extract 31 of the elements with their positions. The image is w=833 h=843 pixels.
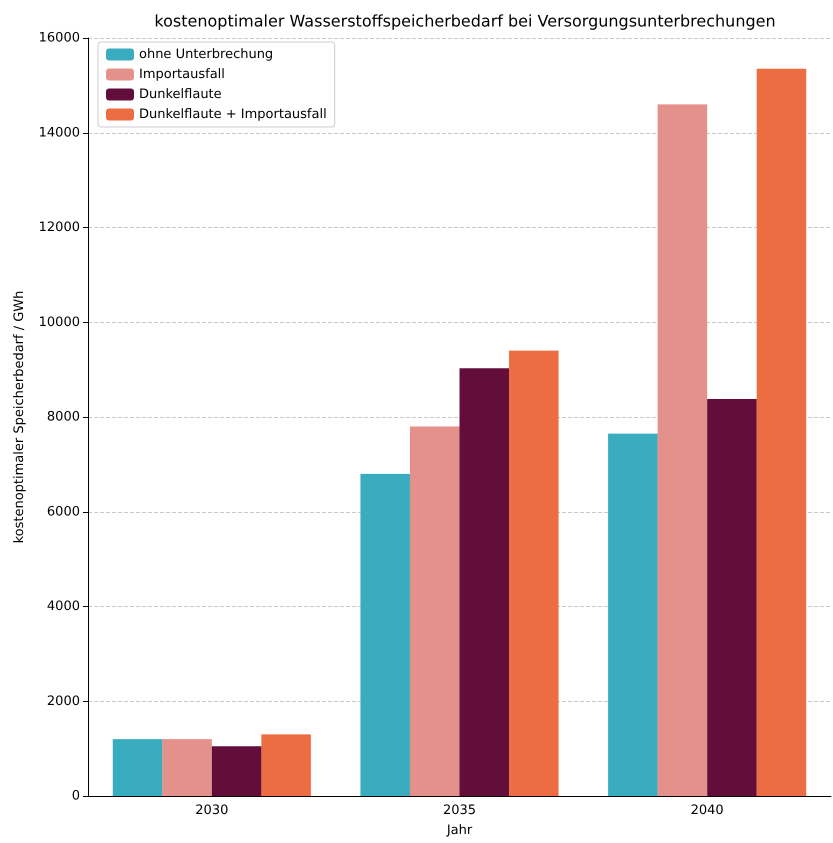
legend-label: Importausfall <box>139 67 225 82</box>
y-tick-label: 0 <box>72 788 80 804</box>
bar <box>410 426 460 796</box>
bar <box>212 746 262 796</box>
y-axis-title: kostenoptimaler Speicherbedarf / GWh <box>12 290 27 544</box>
bar <box>509 350 559 796</box>
y-tick-label: 14000 <box>38 125 80 140</box>
x-tick-label: 2035 <box>442 803 476 818</box>
bar <box>261 734 311 796</box>
y-tick-label: 6000 <box>46 504 80 520</box>
bar <box>658 104 708 796</box>
chart-title: kostenoptimaler Wasserstoffspeicherbedarf bei Versorgungsunterbrechungen <box>154 12 776 30</box>
x-axis-title: Jahr <box>446 823 473 838</box>
bar <box>707 399 757 796</box>
y-tick-label: 4000 <box>46 599 80 614</box>
bar <box>460 368 510 796</box>
y-tick-label: 12000 <box>38 220 80 235</box>
x-tick-label: 2040 <box>690 803 724 818</box>
y-tick-label: 8000 <box>46 410 80 424</box>
legend-label: Dunkelflaute <box>139 87 222 102</box>
bar <box>162 739 212 796</box>
legend-label: Dunkelflaute + Importausfall <box>139 107 327 122</box>
y-tick-label: 10000 <box>38 314 80 330</box>
x-tick-label: 2030 <box>195 803 228 818</box>
bar <box>608 434 658 796</box>
bar <box>756 68 806 796</box>
bar <box>112 739 162 796</box>
legend-label: ohne Unterbrechung <box>139 47 274 62</box>
y-tick-label: 2000 <box>46 694 80 709</box>
bar <box>360 474 410 796</box>
y-tick-label: 16000 <box>38 30 80 46</box>
